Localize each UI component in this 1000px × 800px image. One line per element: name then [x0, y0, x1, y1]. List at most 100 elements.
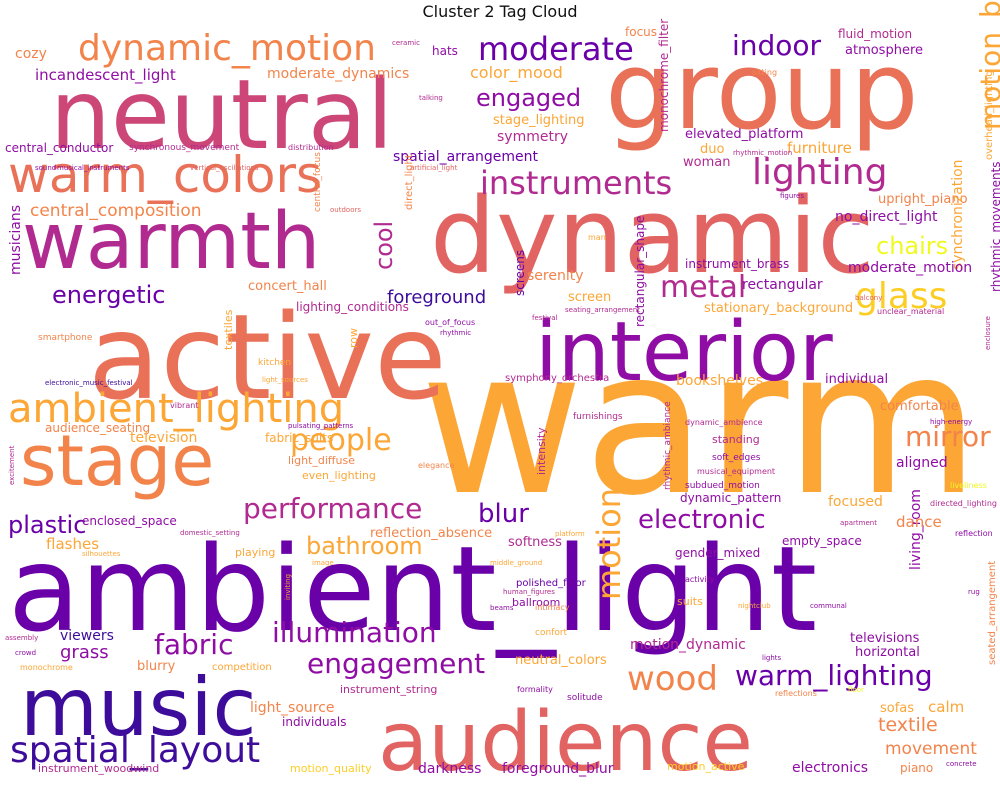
cloud-word: enclosed_space: [82, 514, 177, 528]
cloud-word: movement: [885, 739, 977, 759]
cloud-word: grass: [60, 642, 109, 663]
cloud-word: screens: [513, 250, 527, 296]
cloud-word: aligned: [896, 455, 948, 471]
cloud-word: fluid_motion: [838, 27, 912, 41]
cloud-word: instrument_string: [340, 683, 437, 696]
cloud-word: sitting: [752, 68, 777, 77]
cloud-word: electronic: [638, 505, 766, 535]
cloud-word: musicians: [8, 205, 24, 275]
cloud-word: confort: [535, 628, 568, 638]
cloud-word: lighting: [752, 152, 887, 193]
cloud-word: ballroom: [512, 596, 560, 609]
cloud-word: vertical_oscillations: [190, 164, 259, 172]
cloud-word: central_composition: [30, 201, 202, 221]
cloud-word: talking: [419, 94, 443, 102]
cloud-word: silhouettes: [82, 550, 121, 558]
cloud-word: ceramic: [392, 39, 420, 47]
cloud-word: dynamic: [430, 175, 875, 297]
cloud-word: cool: [370, 221, 398, 270]
cloud-word: chairs: [876, 232, 948, 260]
cloud-word: glass: [855, 276, 947, 317]
cloud-word: solitude: [567, 693, 603, 703]
cloud-word: wood: [627, 659, 718, 699]
cloud-word: moderate: [478, 30, 634, 68]
cloud-word: elegance: [418, 461, 455, 470]
cloud-word: elevated_platform: [685, 127, 803, 142]
cloud-word: light_diffuse: [288, 454, 355, 467]
cloud-word: group: [605, 29, 919, 154]
cloud-word: sound: [35, 164, 56, 172]
cloud-word: image: [312, 559, 334, 567]
cloud-word: individual: [825, 372, 888, 387]
cloud-word: viewers: [60, 628, 114, 644]
cloud-word: spatial_arrangement: [393, 149, 539, 165]
cloud-word: nightclub: [738, 602, 771, 610]
cloud-word: symphony_orchestra: [505, 373, 609, 384]
cloud-word: standing: [712, 433, 760, 446]
cloud-word: comfortable: [880, 399, 959, 414]
cloud-word: dynamic_pattern: [680, 491, 781, 505]
cloud-word: suits: [677, 595, 703, 608]
cloud-word: individuals: [282, 715, 347, 729]
cloud-word: woman: [683, 155, 730, 170]
cloud-word: softness: [508, 535, 562, 550]
cloud-word: directed_lighting: [930, 499, 997, 508]
cloud-word: horizontal: [855, 645, 920, 660]
cloud-word: indoor: [732, 29, 822, 62]
cloud-word: ambient_light: [8, 520, 817, 658]
cloud-word: gender_mixed: [675, 546, 760, 560]
cloud-word: direct_light: [404, 154, 415, 210]
cloud-word: motion: [590, 488, 628, 600]
cloud-word: rug: [968, 588, 980, 596]
cloud-word: focused: [828, 494, 883, 510]
cloud-word: moderate_dynamics: [267, 66, 409, 82]
cloud-word: foreground_blur: [502, 761, 614, 777]
cloud-word: musical_instruments: [57, 164, 130, 172]
cloud-word: monochrome_filter: [657, 19, 671, 132]
cloud-word: even_lighting: [302, 469, 376, 482]
cloud-word: inviting: [284, 574, 292, 600]
cloud-word: darkness: [418, 761, 481, 777]
cloud-word: calm: [928, 698, 964, 716]
cloud-word: formality: [517, 685, 553, 694]
cloud-word: fabric: [154, 628, 233, 661]
cloud-word: rectangular: [742, 277, 823, 293]
cloud-word: middle_ground: [490, 559, 542, 567]
cloud-word: bookshelves: [676, 373, 763, 389]
cloud-word: symmetry: [497, 129, 568, 145]
cloud-word: engagement: [307, 647, 485, 680]
cloud-word: platform: [555, 530, 585, 538]
cloud-word: intimacy: [535, 603, 570, 612]
cloud-word: focus: [625, 25, 657, 39]
cloud-word: subdued_motion: [685, 481, 760, 491]
cloud-word: reflections: [775, 689, 817, 698]
cloud-word: kitchen: [258, 358, 291, 368]
cloud-word: fabric_suits: [265, 431, 333, 445]
cloud-word: blurry: [137, 659, 176, 674]
cloud-word: seating_arrangement: [565, 306, 640, 314]
cloud-word: overhead_lighting: [984, 70, 995, 160]
cloud-word: motion_dynamic: [630, 637, 746, 653]
chart-title: Cluster 2 Tag Cloud: [422, 2, 578, 21]
cloud-word: rhythmic: [440, 329, 471, 337]
cloud-word: dynamic_ambience: [685, 418, 763, 427]
cloud-word: duo: [700, 142, 724, 157]
cloud-word: assembly: [5, 634, 38, 642]
cloud-word: rhythmic_motion: [733, 149, 792, 157]
cloud-word: festival: [532, 314, 558, 322]
cloud-word: domestic_setting: [180, 529, 240, 537]
cloud-word: central_conductor: [5, 141, 113, 155]
cloud-word: upright_piano: [878, 192, 968, 207]
cloud-word: neutral: [50, 59, 393, 171]
cloud-word: rhythmic_ambiance: [663, 401, 673, 490]
cloud-word: concert_hall: [248, 279, 327, 294]
cloud-word: metal: [660, 270, 746, 305]
cloud-word: engaged: [476, 84, 581, 112]
cloud-word: furnishings: [573, 412, 623, 422]
cloud-word: blur: [478, 499, 529, 529]
cloud-word: warmth: [22, 197, 320, 287]
cloud-word: competition: [212, 662, 272, 673]
cloud-word: rectangular_shape: [633, 216, 647, 327]
cloud-word: instruments: [480, 164, 672, 202]
cloud-word: human_figures: [503, 588, 555, 596]
